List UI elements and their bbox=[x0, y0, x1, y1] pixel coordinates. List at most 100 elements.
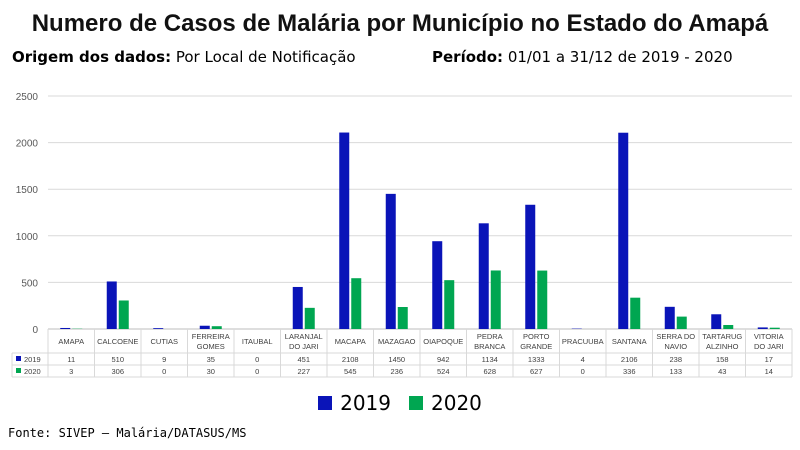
x-tick-label: VITORIA bbox=[754, 332, 784, 341]
x-tick-label: MAZAGAO bbox=[378, 337, 416, 346]
x-tick-label: TARTARUG bbox=[702, 332, 742, 341]
data-label: 306 bbox=[111, 367, 124, 376]
data-label: 0 bbox=[162, 367, 166, 376]
bar-2019 bbox=[525, 204, 536, 329]
data-label: 2108 bbox=[342, 355, 359, 364]
data-label: 14 bbox=[765, 367, 773, 376]
bar-2019 bbox=[618, 132, 629, 329]
data-label: 0 bbox=[255, 367, 259, 376]
x-tick-label: CUTIAS bbox=[150, 337, 178, 346]
x-tick-label: BRANCA bbox=[474, 342, 505, 351]
data-label: 3 bbox=[69, 367, 73, 376]
x-tick-label: GRANDE bbox=[520, 342, 552, 351]
data-origin: Origem dos dados: Por Local de Notificaç… bbox=[12, 48, 356, 66]
data-label: 336 bbox=[623, 367, 636, 376]
y-tick-label: 2000 bbox=[16, 139, 39, 150]
legend-label-2019: 2019 bbox=[340, 391, 391, 415]
data-label: 30 bbox=[207, 367, 215, 376]
y-tick-label: 1000 bbox=[16, 232, 39, 243]
data-label: 0 bbox=[581, 367, 585, 376]
legend-label-2020: 2020 bbox=[431, 391, 482, 415]
x-tick-label: ITAUBAL bbox=[242, 337, 273, 346]
x-tick-label: PORTO bbox=[523, 332, 550, 341]
x-tick-label: CALCOENE bbox=[97, 337, 138, 346]
data-label: 545 bbox=[344, 367, 357, 376]
table-swatch-2019 bbox=[16, 356, 21, 361]
x-tick-label: MACAPA bbox=[335, 337, 366, 346]
data-label: 510 bbox=[111, 355, 124, 364]
data-label: 524 bbox=[437, 367, 450, 376]
x-tick-label: PRACUUBA bbox=[562, 337, 604, 346]
bar-2020 bbox=[769, 327, 780, 329]
x-tick-label: PEDRA bbox=[477, 332, 503, 341]
x-tick-label: DO JARI bbox=[754, 342, 784, 351]
x-tick-label: ALZINHO bbox=[706, 342, 739, 351]
bar-2019 bbox=[432, 241, 443, 329]
chart-legend: 2019 2020 bbox=[0, 391, 800, 415]
data-label: 238 bbox=[669, 355, 682, 364]
bar-2019 bbox=[106, 281, 117, 329]
table-series-label: 2019 bbox=[24, 355, 41, 364]
data-label: 627 bbox=[530, 367, 543, 376]
legend-item-2020: 2020 bbox=[409, 391, 482, 415]
data-label: 1134 bbox=[482, 355, 498, 364]
bar-2020 bbox=[118, 300, 129, 329]
x-tick-label: FERREIRA bbox=[192, 332, 230, 341]
bar-2020 bbox=[490, 270, 501, 329]
x-tick-label: GOMES bbox=[197, 342, 225, 351]
data-label: 628 bbox=[483, 367, 496, 376]
data-label: 1333 bbox=[528, 355, 545, 364]
bar-2020 bbox=[397, 307, 408, 329]
bar-2020 bbox=[537, 270, 548, 329]
y-tick-label: 500 bbox=[21, 278, 38, 289]
data-label: 0 bbox=[255, 355, 259, 364]
data-label: 2106 bbox=[621, 355, 638, 364]
data-label: 451 bbox=[297, 355, 310, 364]
data-source: Fonte: SIVEP – Malária/DATASUS/MS bbox=[8, 426, 247, 440]
data-origin-value: Por Local de Notificação bbox=[175, 48, 356, 66]
data-label: 9 bbox=[162, 355, 166, 364]
table-series-label: 2020 bbox=[24, 367, 41, 376]
data-period: Período: 01/01 a 31/12 de 2019 - 2020 bbox=[432, 48, 733, 66]
bar-2019 bbox=[757, 327, 768, 329]
bar-2020 bbox=[723, 324, 734, 329]
bar-2019 bbox=[711, 314, 722, 329]
data-label: 1450 bbox=[388, 355, 405, 364]
bar-2019 bbox=[478, 223, 489, 329]
x-tick-label: SERRA DO bbox=[656, 332, 695, 341]
table-swatch-2020 bbox=[16, 368, 21, 373]
data-period-value: 01/01 a 31/12 de 2019 - 2020 bbox=[507, 48, 733, 66]
y-tick-label: 2500 bbox=[16, 92, 39, 103]
data-label: 11 bbox=[67, 355, 75, 364]
data-label: 4 bbox=[581, 355, 585, 364]
data-label: 158 bbox=[716, 355, 729, 364]
data-label: 236 bbox=[390, 367, 403, 376]
data-label: 43 bbox=[718, 367, 726, 376]
bar-2019 bbox=[339, 132, 350, 329]
legend-item-2019: 2019 bbox=[318, 391, 391, 415]
y-tick-label: 1500 bbox=[16, 185, 39, 196]
chart-title: Numero de Casos de Malária por Município… bbox=[31, 10, 769, 37]
data-period-label: Período: bbox=[432, 48, 504, 66]
data-label: 942 bbox=[437, 355, 450, 364]
data-label: 227 bbox=[297, 367, 310, 376]
bar-2020 bbox=[630, 297, 641, 329]
bar-2020 bbox=[676, 316, 687, 329]
bar-2019 bbox=[60, 327, 71, 329]
bar-2019 bbox=[292, 286, 303, 329]
data-label: 17 bbox=[765, 355, 773, 364]
bar-2020 bbox=[351, 278, 362, 329]
bar-2019 bbox=[153, 328, 164, 329]
x-tick-label: LARANJAL bbox=[285, 332, 323, 341]
data-label: 35 bbox=[207, 355, 215, 364]
bar-2020 bbox=[304, 307, 315, 329]
x-tick-label: NAVIO bbox=[664, 342, 687, 351]
legend-swatch-2020 bbox=[409, 396, 423, 410]
x-tick-label: OIAPOQUE bbox=[423, 337, 463, 346]
y-tick-label: 0 bbox=[32, 325, 38, 336]
x-tick-label: SANTANA bbox=[612, 337, 647, 346]
bar-2019 bbox=[199, 325, 210, 329]
data-label: 133 bbox=[669, 367, 682, 376]
x-tick-label: DO JARI bbox=[289, 342, 319, 351]
